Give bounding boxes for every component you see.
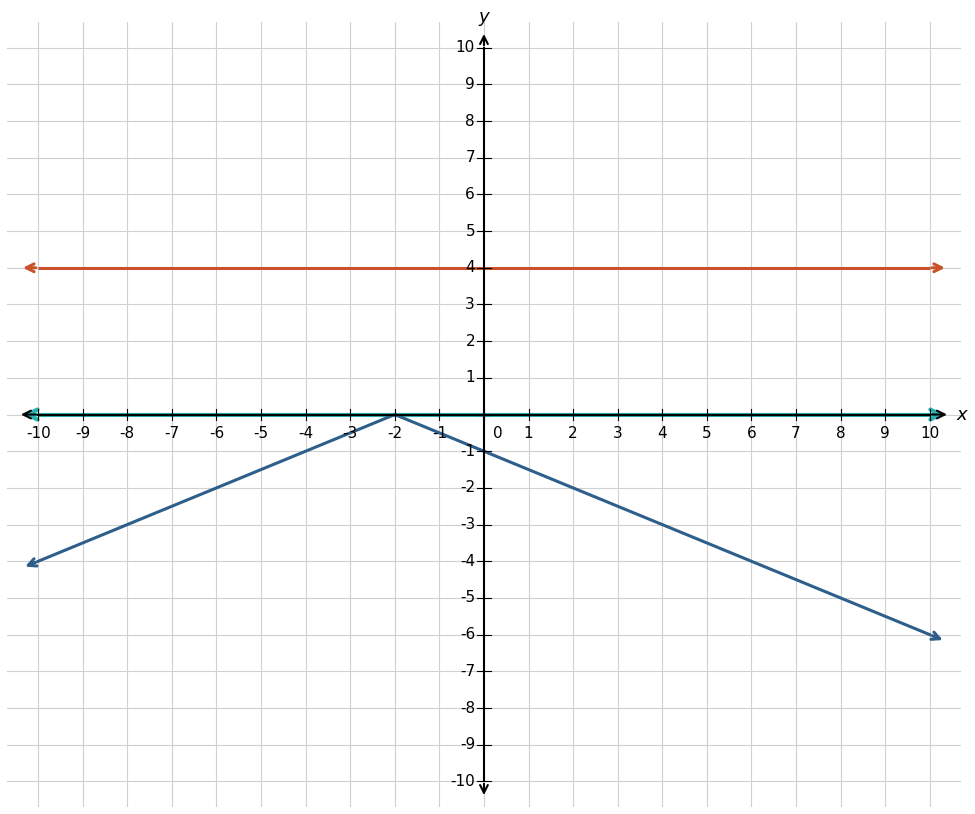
Text: -6: -6 <box>209 426 224 440</box>
Text: 8: 8 <box>836 426 845 440</box>
Text: 4: 4 <box>657 426 667 440</box>
Text: -7: -7 <box>165 426 179 440</box>
Text: -5: -5 <box>254 426 269 440</box>
Text: -3: -3 <box>342 426 358 440</box>
Text: 9: 9 <box>465 77 475 92</box>
Text: -2: -2 <box>460 480 475 496</box>
Text: 5: 5 <box>465 224 475 239</box>
Text: 2: 2 <box>568 426 578 440</box>
Text: -4: -4 <box>298 426 313 440</box>
Text: 1: 1 <box>465 370 475 385</box>
Text: -5: -5 <box>460 590 475 606</box>
Text: -2: -2 <box>387 426 403 440</box>
Text: 10: 10 <box>455 40 475 55</box>
Text: 9: 9 <box>880 426 890 440</box>
Text: -1: -1 <box>432 426 447 440</box>
Text: 10: 10 <box>920 426 939 440</box>
Text: -6: -6 <box>460 627 475 642</box>
Text: -4: -4 <box>460 554 475 569</box>
Text: -1: -1 <box>460 444 475 459</box>
Text: 6: 6 <box>465 187 475 202</box>
Text: 7: 7 <box>465 151 475 165</box>
Text: 6: 6 <box>747 426 757 440</box>
Text: 1: 1 <box>524 426 533 440</box>
Text: 0: 0 <box>493 426 502 440</box>
Text: -8: -8 <box>460 701 475 716</box>
Text: x: x <box>956 405 967 423</box>
Text: -9: -9 <box>460 737 475 752</box>
Text: -10: -10 <box>450 774 475 789</box>
Text: -10: -10 <box>25 426 51 440</box>
Text: 7: 7 <box>791 426 800 440</box>
Text: -9: -9 <box>75 426 91 440</box>
Text: -7: -7 <box>460 664 475 679</box>
Text: 3: 3 <box>613 426 623 440</box>
Text: 4: 4 <box>465 260 475 275</box>
Text: 3: 3 <box>465 297 475 312</box>
Text: y: y <box>479 7 489 26</box>
Text: 8: 8 <box>465 114 475 129</box>
Text: 5: 5 <box>702 426 712 440</box>
Text: -3: -3 <box>460 517 475 532</box>
Text: 2: 2 <box>465 334 475 348</box>
Text: -8: -8 <box>120 426 135 440</box>
